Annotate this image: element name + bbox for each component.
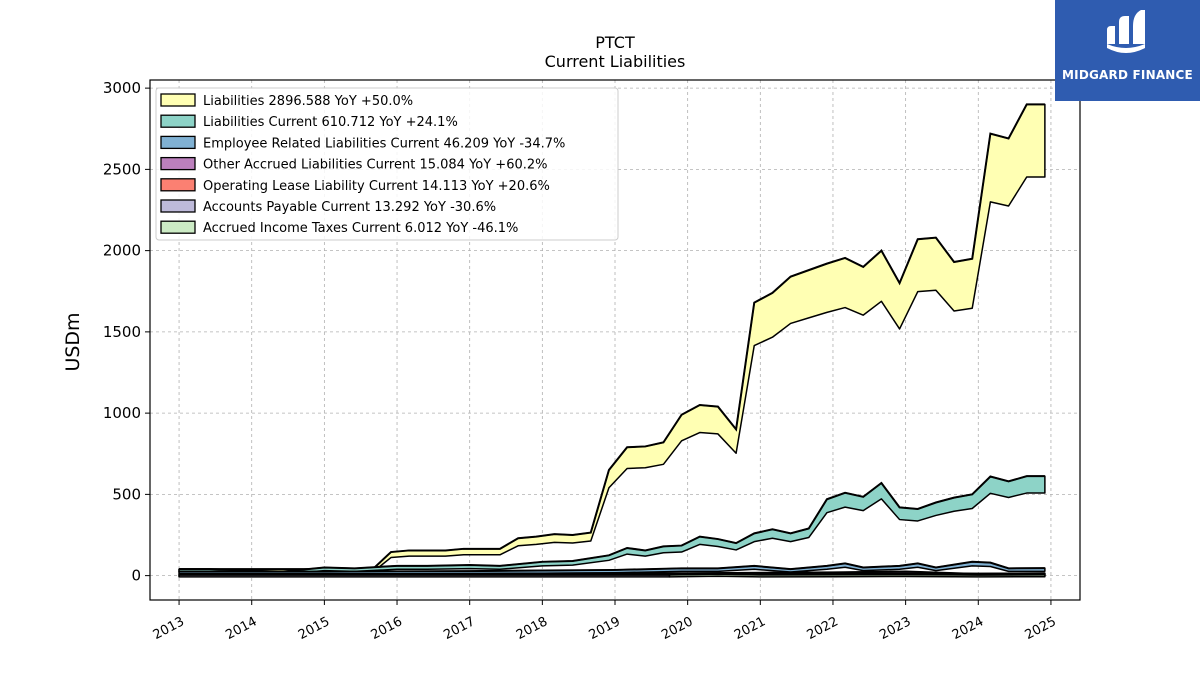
legend: Liabilities 2896.588 YoY +50.0% Liabiliti… bbox=[155, 87, 619, 241]
legend-swatch bbox=[160, 93, 196, 107]
legend-entry: Employee Related Liabilities Current 46.… bbox=[203, 136, 565, 151]
series-line bbox=[179, 560, 1045, 573]
legend-swatch bbox=[160, 199, 196, 213]
series-layer bbox=[178, 103, 1046, 578]
y-tick-label: 2000 bbox=[103, 242, 141, 260]
series-line bbox=[179, 103, 1045, 571]
legend-swatch bbox=[160, 135, 196, 150]
legend-swatch bbox=[160, 220, 196, 234]
y-tick-label: 3000 bbox=[103, 79, 141, 97]
y-tick-label: 1000 bbox=[103, 404, 141, 422]
x-tick-label: 2016 bbox=[369, 614, 405, 643]
x-tick-label: 2024 bbox=[950, 614, 986, 643]
legend-entry: Accounts Payable Current 13.292 YoY -30.… bbox=[203, 200, 496, 215]
chart-subtitle: Current Liabilities bbox=[545, 52, 686, 71]
y-tick-label: 2500 bbox=[103, 160, 141, 178]
x-tick-label: 2013 bbox=[151, 614, 187, 643]
x-tick-label: 2020 bbox=[659, 614, 695, 643]
legend-entry: Liabilities 2896.588 YoY +50.0% bbox=[203, 94, 413, 109]
legend-entry: Accrued Income Taxes Current 6.012 YoY -… bbox=[203, 221, 518, 236]
y-tick-label: 500 bbox=[112, 485, 141, 503]
x-tick-label: 2021 bbox=[732, 614, 768, 643]
legend-swatch bbox=[160, 156, 196, 171]
x-tick-label: 2015 bbox=[296, 614, 332, 643]
chart-title: PTCT bbox=[595, 33, 635, 52]
series-1 bbox=[178, 103, 1046, 573]
legend-entry: Operating Lease Liability Current 14.113… bbox=[203, 179, 550, 194]
x-tick-label: 2023 bbox=[877, 614, 913, 643]
logo-text: MIDGARD FINANCE bbox=[1062, 68, 1193, 82]
legend-swatch bbox=[160, 178, 196, 192]
series-2 bbox=[178, 475, 1046, 575]
y-tick-label: 0 bbox=[131, 567, 141, 585]
logo: MIDGARD FINANCE bbox=[1055, 0, 1200, 101]
x-tick-label: 2025 bbox=[1023, 614, 1059, 643]
legend-entry: Liabilities Current 610.712 YoY +24.1% bbox=[203, 115, 458, 130]
series-6 bbox=[178, 573, 671, 578]
y-tick-label: 1500 bbox=[103, 323, 141, 341]
legend-entry: Other Accrued Liabilities Current 15.084… bbox=[203, 158, 548, 173]
x-tick-label: 2022 bbox=[805, 614, 841, 643]
logo-mark-icon bbox=[1107, 10, 1145, 53]
series-7 bbox=[668, 572, 1046, 578]
series-line bbox=[669, 572, 1045, 576]
legend-swatch bbox=[160, 114, 196, 128]
x-tick-label: 2019 bbox=[587, 614, 623, 643]
x-tick-label: 2017 bbox=[441, 614, 477, 643]
grid bbox=[150, 80, 1080, 600]
legend-box bbox=[155, 87, 619, 241]
series-band bbox=[178, 475, 1046, 575]
series-line bbox=[179, 475, 1045, 573]
x-tick-label: 2018 bbox=[514, 614, 550, 643]
x-tick-label: 2014 bbox=[223, 614, 259, 643]
series-3 bbox=[178, 560, 1046, 575]
y-axis-label: USDm bbox=[62, 312, 84, 371]
